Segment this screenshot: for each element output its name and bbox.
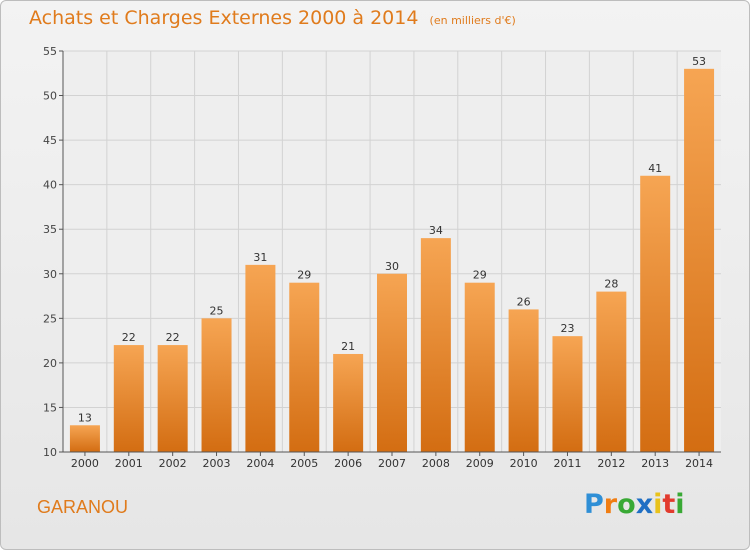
chart-title: Achats et Charges Externes 2000 à 2014 xyxy=(29,7,419,29)
bar-2002 xyxy=(157,345,188,452)
x-tick-label-2012: 2012 xyxy=(597,457,625,470)
value-label-2005: 29 xyxy=(297,269,311,282)
bar-2008 xyxy=(420,238,451,452)
bar-2007 xyxy=(377,273,407,452)
bar-2010 xyxy=(508,309,539,452)
x-tick-label-2003: 2003 xyxy=(203,457,231,470)
y-tick-label-20: 20 xyxy=(43,357,57,370)
y-tick-label-15: 15 xyxy=(43,401,57,414)
x-tick-label-2010: 2010 xyxy=(510,457,538,470)
x-tick-label-2013: 2013 xyxy=(641,457,669,470)
labels: 10 15 20 25 30 35 40 45 50 55 13 2000 22 2001 22 2002 25… xyxy=(43,45,713,470)
brand-letter: r xyxy=(603,489,618,520)
x-tick-label-2004: 2004 xyxy=(246,457,274,470)
value-label-2004: 31 xyxy=(253,251,267,264)
brand-letter: x xyxy=(635,489,654,520)
x-tick-label-2000: 2000 xyxy=(71,457,99,470)
bars xyxy=(69,68,715,453)
value-label-2000: 13 xyxy=(78,411,92,424)
value-label-2008: 34 xyxy=(429,224,443,237)
x-tick-label-2014: 2014 xyxy=(685,457,713,470)
value-label-2007: 30 xyxy=(385,260,399,273)
bar-2009 xyxy=(464,282,495,452)
x-tick-label-2007: 2007 xyxy=(378,457,406,470)
x-tick-label-2008: 2008 xyxy=(422,457,450,470)
brand-letter: o xyxy=(617,489,636,520)
value-label-2010: 26 xyxy=(517,295,531,308)
y-tick-label-40: 40 xyxy=(43,179,57,192)
axes xyxy=(59,50,721,456)
value-label-2002: 22 xyxy=(166,331,180,344)
bar-2006 xyxy=(333,353,364,452)
bar-2011 xyxy=(552,336,583,452)
x-tick-label-2011: 2011 xyxy=(553,457,581,470)
town-name: GARANOU xyxy=(37,497,129,517)
brand-letter: t xyxy=(662,489,676,520)
value-label-2012: 28 xyxy=(604,278,618,291)
y-tick-label-35: 35 xyxy=(43,223,57,236)
y-tick-label-30: 30 xyxy=(43,268,57,281)
chart-unit: (en milliers d'€) xyxy=(429,14,516,27)
value-label-2006: 21 xyxy=(341,340,355,353)
value-label-2001: 22 xyxy=(122,331,136,344)
y-tick-label-10: 10 xyxy=(43,446,57,459)
brand-letter: P xyxy=(584,489,604,520)
value-label-2003: 25 xyxy=(210,304,224,317)
brand-letter: i xyxy=(653,489,663,520)
y-tick-label-25: 25 xyxy=(43,312,57,325)
x-tick-label-2001: 2001 xyxy=(115,457,143,470)
value-label-2013: 41 xyxy=(648,162,662,175)
value-label-2009: 29 xyxy=(473,269,487,282)
value-label-2014: 53 xyxy=(692,55,706,68)
brand-logo: Proxiti xyxy=(584,489,685,520)
y-tick-label-50: 50 xyxy=(43,90,57,103)
bar-2001 xyxy=(113,345,144,452)
brand-letter: i xyxy=(675,489,685,520)
x-tick-label-2009: 2009 xyxy=(466,457,494,470)
x-tick-label-2005: 2005 xyxy=(290,457,318,470)
bar-2012 xyxy=(596,291,627,452)
value-label-2011: 23 xyxy=(560,322,574,335)
x-tick-label-2002: 2002 xyxy=(159,457,187,470)
bar-2004 xyxy=(245,264,276,452)
bar-2005 xyxy=(289,282,320,452)
x-tick-label-2006: 2006 xyxy=(334,457,362,470)
bar-2000 xyxy=(69,425,100,452)
bar-2014 xyxy=(684,68,715,453)
bar-2013 xyxy=(640,175,671,452)
y-tick-label-55: 55 xyxy=(43,45,57,58)
bar-2003 xyxy=(201,318,232,452)
y-tick-label-45: 45 xyxy=(43,134,57,147)
title-row: Achats et Charges Externes 2000 à 2014 (… xyxy=(29,7,516,29)
